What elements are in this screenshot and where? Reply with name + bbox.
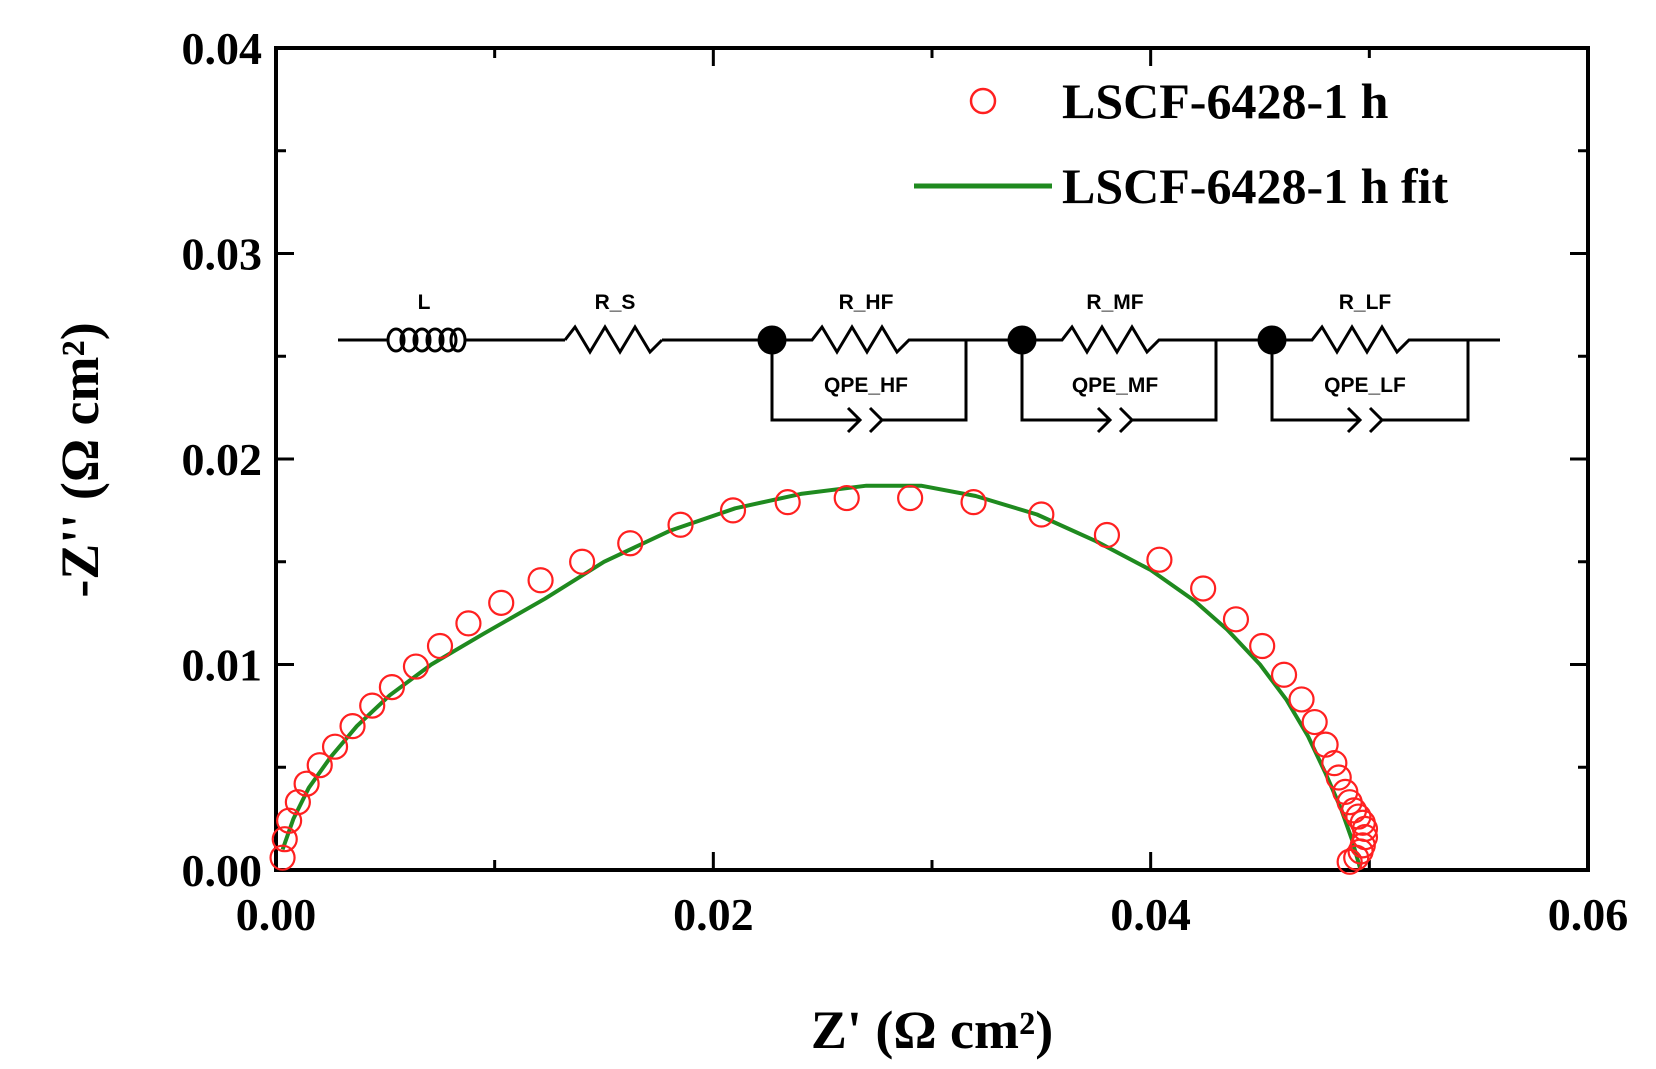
y-tick-label: 0.00 (182, 845, 263, 896)
label-r-s: R_S (595, 291, 636, 314)
data-point (1028, 501, 1055, 528)
y-tick-label: 0.04 (182, 23, 263, 74)
data-point (426, 632, 454, 660)
y-tick-label: 0.01 (182, 640, 263, 691)
data-point (321, 733, 349, 760)
data-point (306, 752, 333, 779)
circuit-labels: L R_S R_HF QPE_HF R_MF QPE_MF R_LF QPE_L… (418, 291, 1406, 397)
legend-label-measured: LSCF-6428-1 h (1062, 73, 1389, 129)
data-point (1321, 750, 1348, 777)
resistor-lf-symbol (1272, 324, 1468, 355)
qpe-mf-chevron-1 (1096, 406, 1113, 434)
data-point (269, 844, 296, 871)
x-tick-label: 0.00 (236, 889, 317, 940)
data-point (527, 567, 554, 594)
data-point (617, 530, 644, 557)
resistor-hf-symbol (772, 324, 966, 355)
legend: LSCF-6428-1 h LSCF-6428-1 h fit (914, 73, 1448, 214)
fit-series (280, 483, 1363, 871)
data-point (1190, 575, 1217, 602)
fit-line (280, 483, 1363, 871)
data-point (1343, 844, 1370, 871)
data-point (1146, 546, 1173, 573)
resistor-rs-symbol (563, 324, 664, 355)
data-point (359, 692, 386, 719)
measured-series (269, 484, 1379, 875)
data-point (1093, 521, 1121, 549)
y-axis-title: -Z'' (Ω cm²) (50, 322, 110, 597)
label-qpe-mf: QPE_MF (1072, 374, 1159, 397)
data-point (774, 489, 801, 516)
data-point (402, 653, 430, 680)
axis-ticks: 0.00 0.02 0.04 0.06 0.00 0.01 0.02 0.03 0.04 (182, 23, 1629, 940)
qpe-lf-chevron-2 (1368, 406, 1385, 434)
x-tick-label: 0.04 (1110, 889, 1191, 940)
qpe-mf-branch (1020, 340, 1110, 422)
data-point (378, 674, 405, 701)
data-point (1301, 708, 1328, 736)
qpe-lf-branch-right (1382, 340, 1470, 422)
label-qpe-lf: QPE_LF (1324, 374, 1406, 397)
data-point (488, 589, 515, 616)
qpe-hf-branch (770, 340, 860, 422)
data-point (897, 484, 924, 512)
data-point (284, 789, 311, 816)
data-point (667, 511, 694, 538)
data-point (960, 489, 987, 516)
label-r-mf: R_MF (1086, 291, 1143, 314)
y-tick-label: 0.02 (182, 434, 263, 485)
inductor-symbol (386, 327, 467, 353)
legend-marker-circle (969, 87, 997, 115)
x-tick-label: 0.02 (673, 889, 754, 940)
data-point (719, 497, 747, 524)
x-axis-title: Z' (Ω cm²) (811, 1000, 1053, 1060)
qpe-lf-branch (1270, 340, 1360, 422)
x-tick-label: 0.06 (1548, 889, 1629, 940)
label-qpe-hf: QPE_HF (824, 374, 908, 397)
data-point (276, 807, 303, 834)
data-point (1312, 731, 1339, 758)
label-l: L (418, 291, 431, 314)
data-point (1345, 803, 1372, 830)
y-tick-label: 0.03 (182, 229, 263, 280)
qpe-mf-branch-right (1132, 340, 1218, 422)
data-point (1336, 848, 1363, 875)
data-point (569, 548, 596, 575)
data-point (1222, 606, 1250, 633)
qpe-hf-chevron-2 (868, 406, 885, 434)
label-r-hf: R_HF (839, 291, 894, 314)
qpe-hf-chevron-1 (846, 406, 863, 434)
data-point (293, 770, 320, 797)
data-point (1249, 632, 1276, 660)
resistor-mf-symbol (1022, 324, 1216, 355)
data-point (833, 484, 860, 512)
data-point (1270, 661, 1298, 688)
equivalent-circuit (338, 324, 1500, 434)
data-point (271, 826, 298, 853)
data-point (1288, 686, 1315, 713)
qpe-mf-chevron-2 (1118, 406, 1135, 434)
label-r-lf: R_LF (1339, 291, 1392, 314)
data-point (455, 610, 482, 637)
qpe-hf-branch-right (882, 340, 968, 422)
qpe-lf-chevron-1 (1346, 406, 1363, 434)
legend-label-fit: LSCF-6428-1 h fit (1062, 158, 1448, 214)
data-point (1325, 764, 1352, 791)
data-point (339, 713, 366, 740)
